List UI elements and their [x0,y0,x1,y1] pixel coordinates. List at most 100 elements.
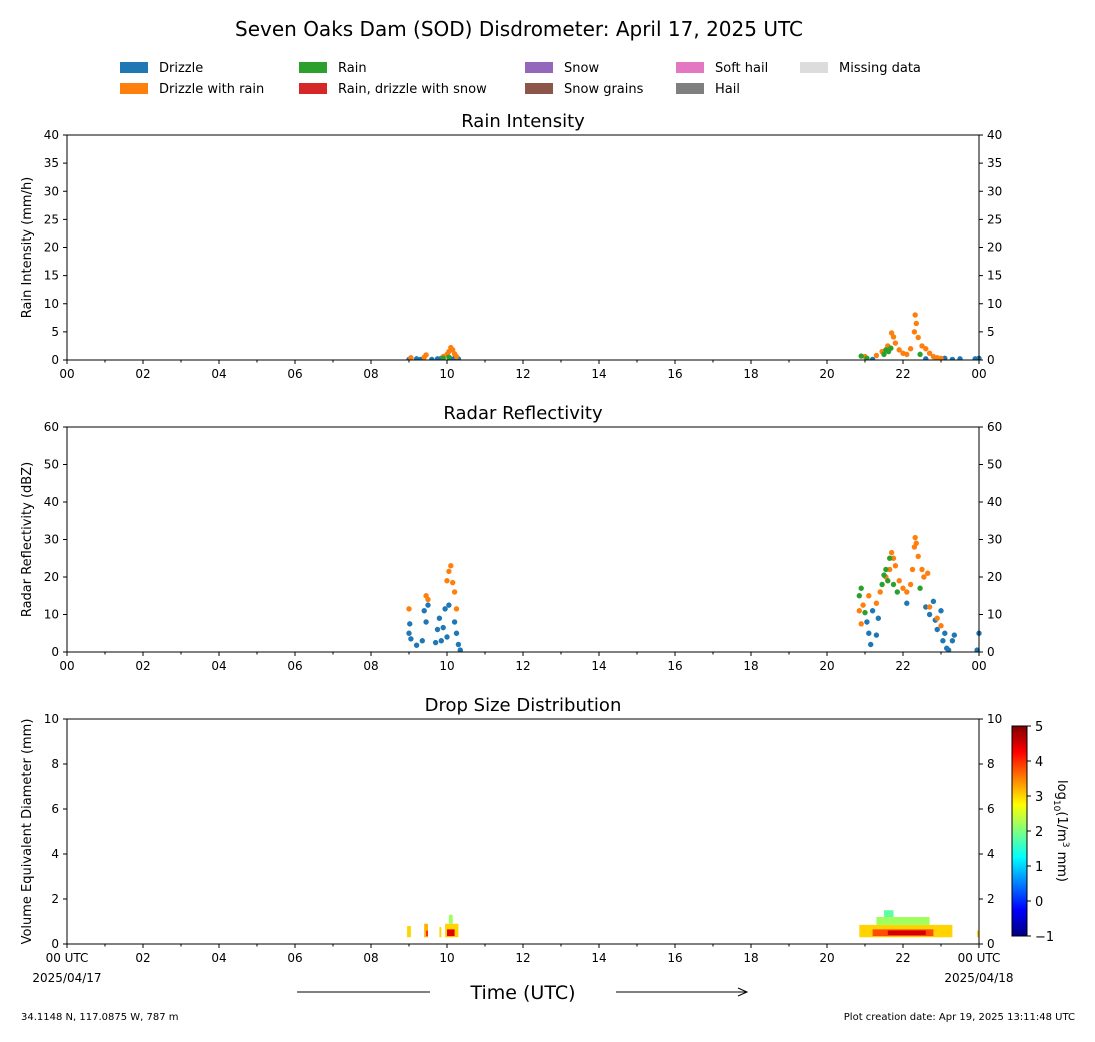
x-tick-label: 16 [667,951,682,965]
y-tick-label-right: 10 [987,608,1002,622]
data-point [450,579,456,586]
legend-swatch [120,62,148,73]
colorbar: −1 0 1 2 3 4 5 log10(1/m3 mm) [1011,720,1070,945]
legend-entry: Snow grains [525,82,644,97]
x-tick-label: 16 [667,367,682,381]
y-tick-label-right: 30 [987,533,1002,547]
data-point [446,568,452,575]
x-tick-label: 00 [971,367,986,381]
dsd-cell [447,929,455,937]
x-tick-label: 00 UTC [46,951,89,965]
y-axis-label: Rain Intensity (mm/h) [20,177,35,319]
y-tick-label-left: 6 [51,802,59,816]
data-point [451,619,458,625]
x-tick-label: 14 [591,367,606,381]
legend-swatch [525,83,553,94]
data-point [974,647,980,652]
legend-entry: Rain [299,61,367,76]
x-tick-label: 14 [591,659,606,673]
y-tick-label-right: 60 [987,420,1002,434]
legend-entry: Missing data [800,61,921,76]
data-point [856,608,862,614]
y-tick-label-left: 2 [51,892,59,906]
data-point [862,609,868,616]
dsd-cell [876,917,930,925]
data-point [912,534,918,541]
x-tick-label: 08 [363,367,378,381]
y-tick-label-left: 0 [51,645,59,659]
y-tick-label-right: 0 [987,645,995,659]
x-tick-label: 18 [743,367,758,381]
colorbar-tick-label: −1 [1035,930,1054,945]
data-point [913,540,919,546]
x-tick-label: 12 [515,951,530,965]
data-point [866,593,872,599]
x-tick-label: 20 [819,367,834,381]
data-point [926,604,933,610]
data-point [453,606,460,612]
y-tick-label-left: 35 [44,156,59,170]
dsd-cell [884,910,894,917]
y-tick-label-right: 40 [987,128,1002,142]
x-tick-label: 02 [135,951,150,965]
y-tick-label-right: 10 [987,712,1002,726]
data-point [896,578,902,584]
legend-swatch [525,62,553,73]
y-tick-label-left: 25 [44,212,59,226]
panel-title: Rain Intensity [461,111,585,132]
data-point [413,642,420,648]
y-tick-label-left: 40 [44,128,59,142]
dsd-cell [448,914,453,924]
data-point [873,352,880,359]
data-point [432,639,439,646]
legend-label: Rain [338,61,367,76]
plot-frame [66,426,980,653]
y-tick-label-right: 6 [987,802,995,816]
data-point [904,600,910,606]
y-tick-label-right: 20 [987,570,1002,584]
y-tick-label-right: 30 [987,184,1002,198]
legend-label: Soft hail [715,61,768,76]
data-point [915,553,921,560]
x-tick-label: 12 [515,659,530,673]
colorbar-tick-label: 1 [1035,860,1043,875]
legend-swatch [676,83,704,94]
x-tick-label: 22 [895,367,910,381]
x-tick-label: 00 UTC [958,951,1001,965]
data-point [873,632,880,638]
data-point [888,345,894,351]
legend-label: Snow [564,61,599,76]
legend-entry: Hail [676,82,740,97]
time-arrow-head [737,987,749,997]
data-point [923,356,929,360]
x-tick-label: 02 [135,367,150,381]
y-axis-label: Radar Reflectivity (dBZ) [20,462,35,617]
y-tick-label-right: 20 [987,241,1002,255]
data-point [425,596,431,603]
data-point [408,355,414,360]
legend-entry: Soft hail [676,61,768,76]
x-tick-label: 18 [743,951,758,965]
data-point [949,356,956,360]
y-tick-label-right: 25 [987,212,1002,226]
dsd-cell [407,926,411,938]
y-tick-label-left: 0 [51,937,59,951]
data-point [881,351,887,358]
data-point [892,563,899,569]
data-point [440,355,446,360]
y-tick-label-left: 5 [51,325,59,339]
legend-label: Missing data [839,61,921,76]
data-point [877,589,883,595]
x-tick-label: 14 [591,951,606,965]
colorbar-tick-label: 3 [1035,790,1043,805]
data-point [923,346,929,352]
x-tick-label: 04 [211,367,226,381]
data-point [868,641,874,648]
data-layer [406,534,982,652]
legend-label: Snow grains [564,82,644,97]
data-point [894,589,900,595]
panel-title: Drop Size Distribution [425,695,622,716]
data-point [444,578,450,584]
